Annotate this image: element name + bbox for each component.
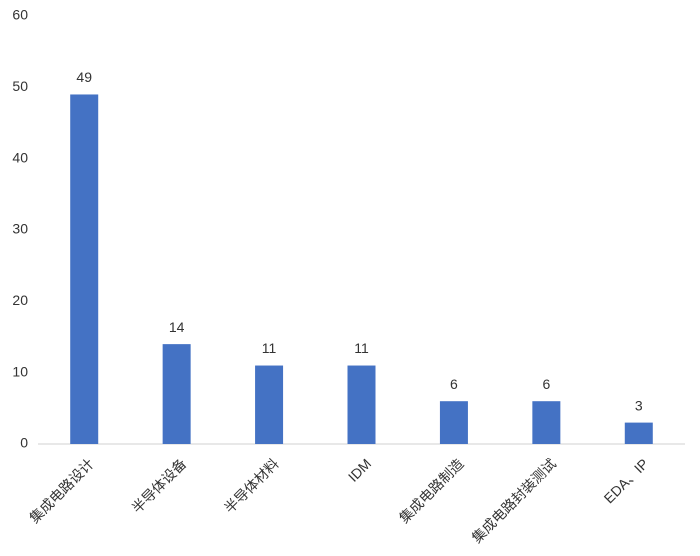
y-tick-label: 20 xyxy=(12,292,28,308)
data-label: 6 xyxy=(542,376,550,392)
data-label: 11 xyxy=(262,340,277,356)
bar xyxy=(70,94,99,444)
data-label: 3 xyxy=(635,397,643,413)
y-tick-label: 50 xyxy=(12,78,28,94)
y-tick-label: 40 xyxy=(12,149,28,165)
bar xyxy=(347,365,376,444)
data-label: 11 xyxy=(354,340,369,356)
x-tick-label: 集成电路封装测试 xyxy=(469,455,560,546)
y-tick-label: 60 xyxy=(12,7,28,23)
x-tick-label: EDA、IP xyxy=(601,455,652,506)
data-label: 6 xyxy=(450,376,458,392)
x-tick-label: IDM xyxy=(345,455,374,484)
bar xyxy=(162,344,191,444)
bar xyxy=(439,401,468,444)
x-tick-label: 集成电路制造 xyxy=(396,455,467,526)
x-tick-label: 集成电路设计 xyxy=(26,455,97,526)
y-tick-label: 30 xyxy=(12,221,28,237)
bar xyxy=(255,365,284,444)
data-label: 14 xyxy=(169,319,185,335)
y-tick-label: 10 xyxy=(12,363,28,379)
y-tick-label: 0 xyxy=(20,435,28,451)
bar xyxy=(532,401,561,444)
x-tick-label: 半导体设备 xyxy=(129,455,190,516)
data-label: 49 xyxy=(76,69,92,85)
x-tick-label: 半导体材料 xyxy=(221,455,282,516)
bar xyxy=(624,422,653,444)
